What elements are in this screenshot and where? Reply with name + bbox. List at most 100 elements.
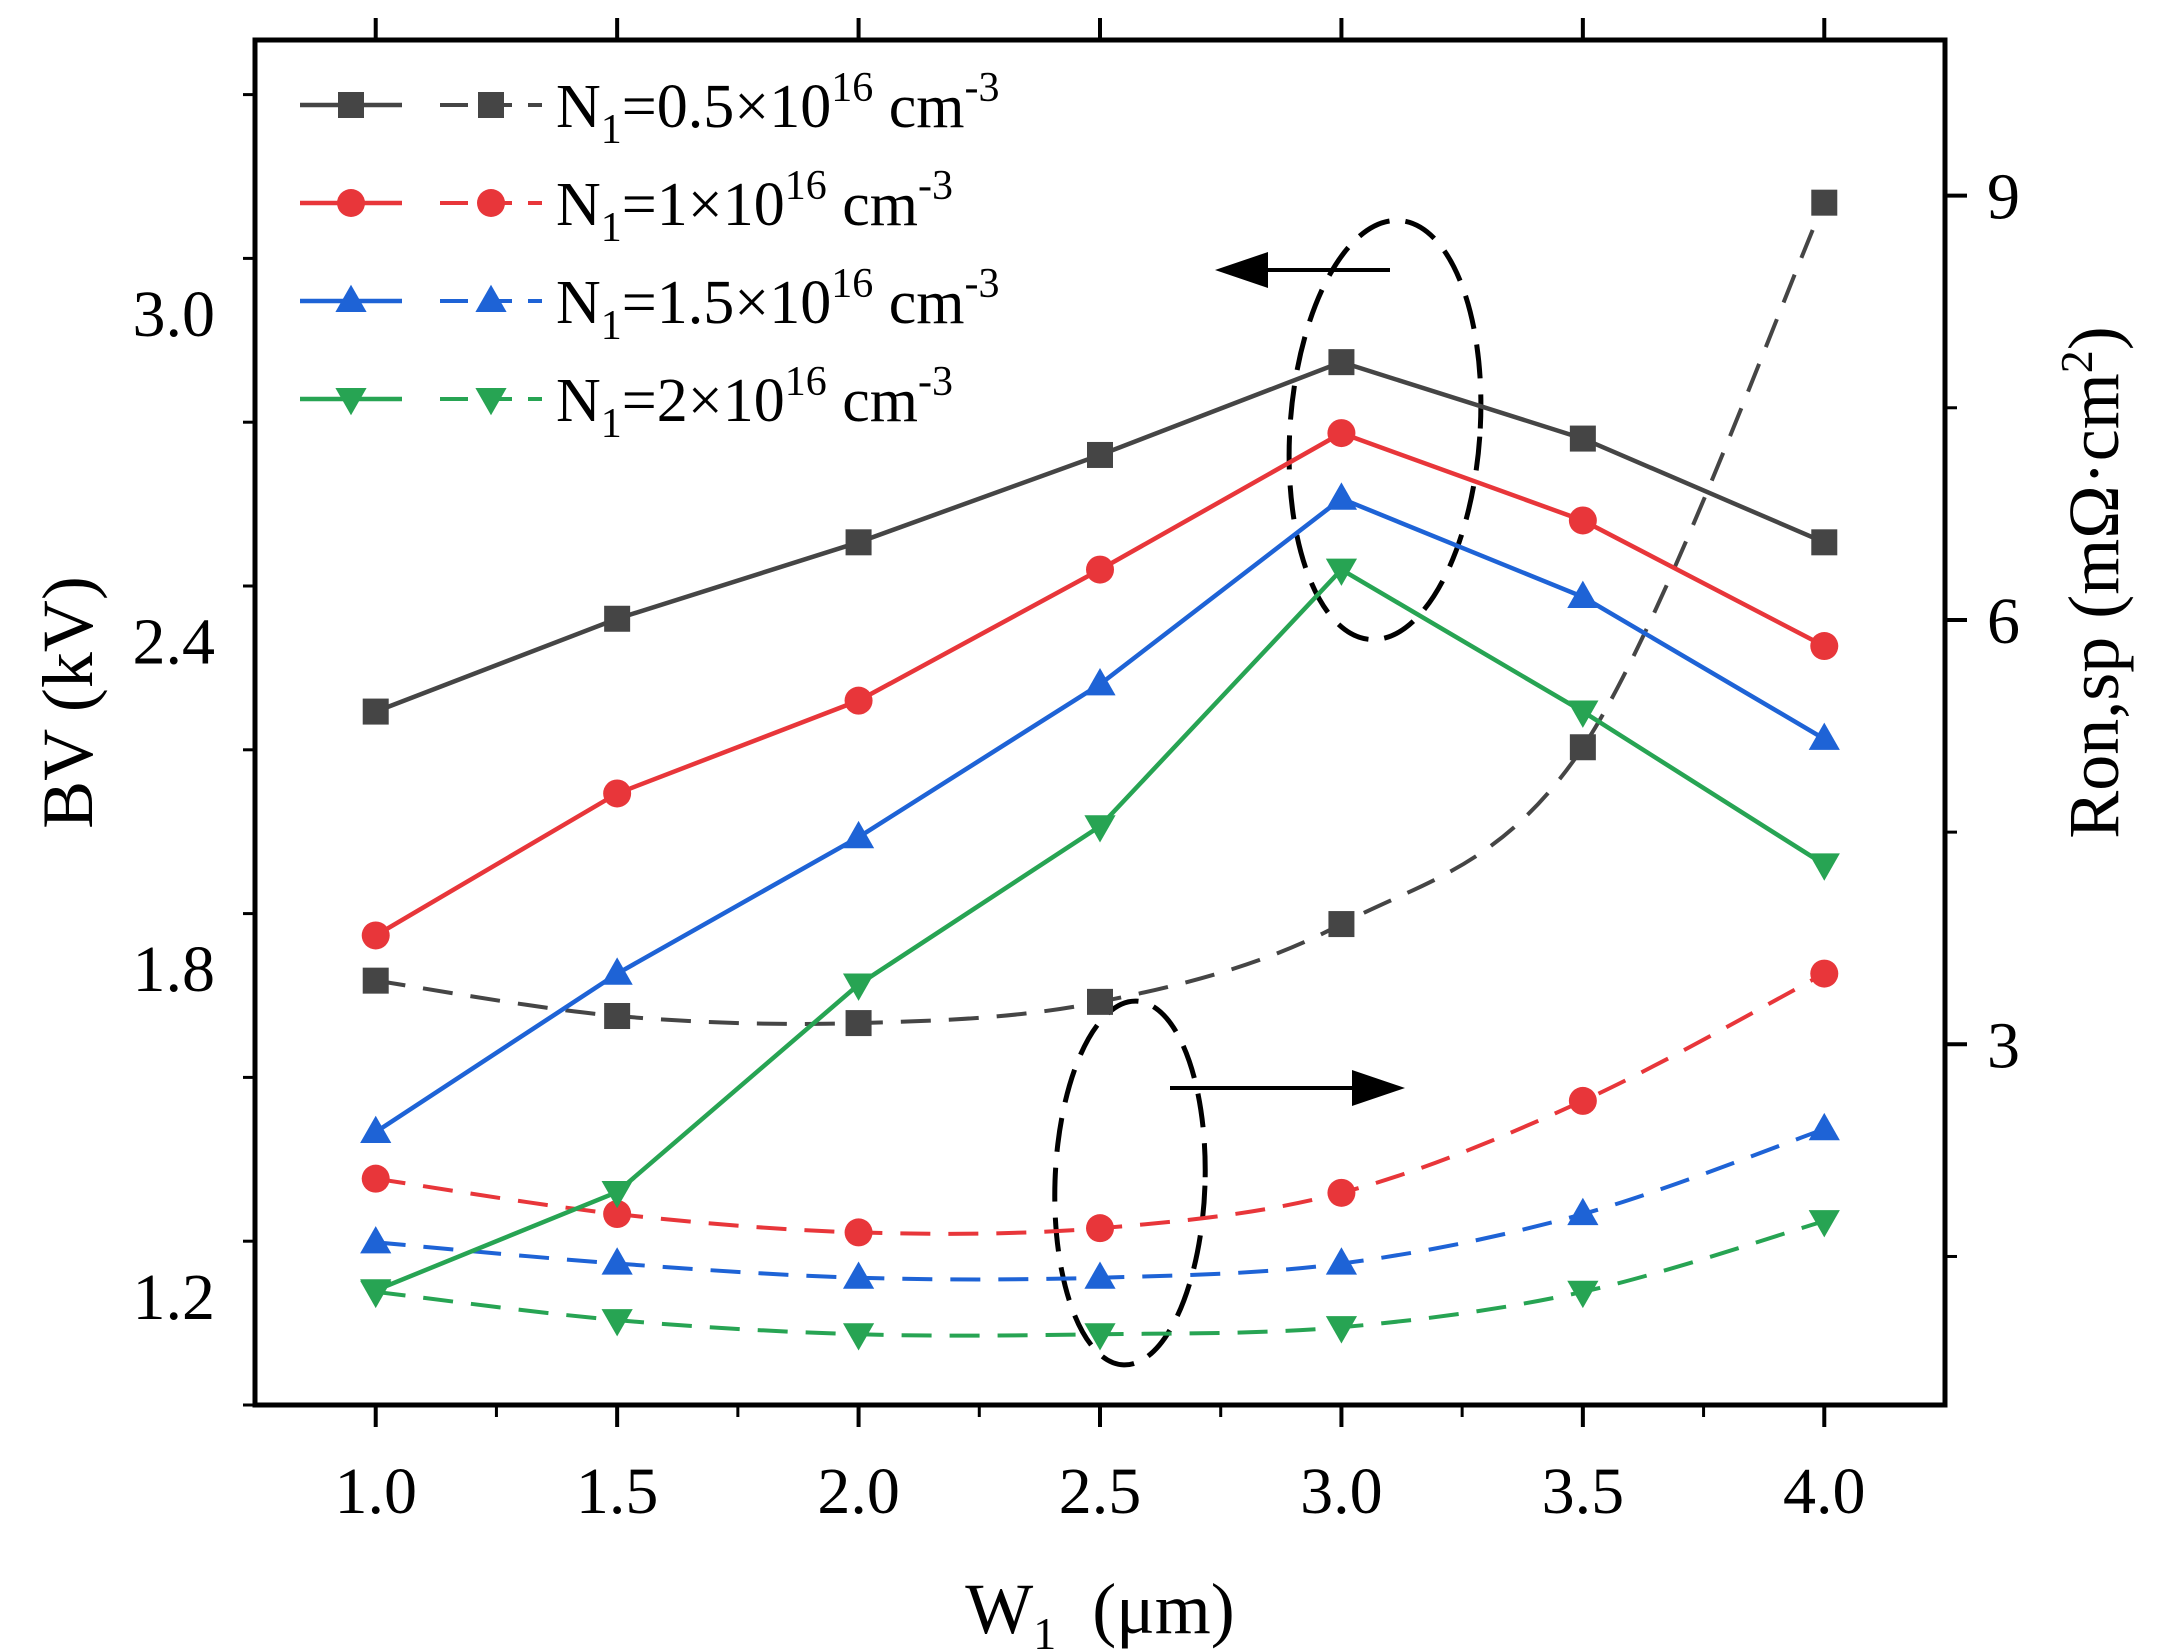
x-tick-label-4: 3.0	[1300, 1455, 1383, 1528]
legend-solid-marker	[335, 387, 367, 416]
bv-marker-s1-4	[1328, 349, 1355, 376]
ron-arrow-head	[1352, 1070, 1405, 1106]
legend-label-coef: =1.5×10	[622, 269, 831, 337]
legend-label-unit: cm	[873, 73, 964, 141]
ron-marker-s3-6	[1808, 1112, 1840, 1141]
legend-label-exp: 16	[785, 359, 827, 405]
bv-marker-s3-0	[360, 1115, 392, 1144]
ron-marker-s1-3	[1087, 988, 1113, 1015]
legend-entry-1: N1=0.5×1016 cm-3	[300, 65, 999, 153]
x-axis-title: W1 (μm)	[965, 1569, 1235, 1651]
ron-marker-s3-0	[360, 1226, 392, 1254]
legend-label-sub: 1	[601, 303, 622, 349]
ron-marker-s1-1	[604, 1003, 631, 1030]
bv-marker-s1-6	[1811, 529, 1838, 556]
legend-label-sub: 1	[601, 401, 622, 447]
bv-marker-s1-5	[1569, 425, 1596, 452]
bv-marker-s2-0	[361, 921, 390, 950]
legend-solid-marker	[337, 189, 365, 217]
legend-label-coef: =0.5×10	[622, 73, 831, 141]
right-tick-label-1: 6	[1987, 585, 2020, 658]
legend-label-prefix: N	[556, 171, 601, 239]
x-tick-label-5: 3.5	[1542, 1455, 1625, 1528]
ron-marker-s1-4	[1328, 911, 1355, 938]
legend-solid-marker	[335, 284, 367, 313]
legend-dashed-marker	[477, 189, 505, 217]
right-axis-title-close: )	[2054, 326, 2134, 350]
ron-marker-s1-0	[362, 967, 389, 994]
ron-marker-s4-3	[1084, 1323, 1116, 1351]
x-tick-label-0: 1.0	[334, 1455, 417, 1528]
right-tick-label-0: 3	[1987, 1009, 2020, 1082]
legend-label: N1=1.5×1016 cm-3	[556, 261, 999, 349]
ron-marker-s4-2	[842, 1323, 875, 1351]
ron-marker-s2-1	[603, 1200, 632, 1229]
bv-marker-s4-3	[1084, 815, 1116, 843]
bv-arrow-head	[1215, 252, 1268, 288]
x-tick-label-6: 4.0	[1783, 1455, 1866, 1528]
legend-label-unit-exp: -3	[964, 261, 999, 307]
bv-marker-s1-1	[604, 605, 631, 632]
legend-label: N1=1×1016 cm-3	[556, 163, 953, 251]
left-tick-label-1: 1.8	[133, 933, 216, 1006]
bv-marker-s1-0	[362, 698, 389, 725]
bv-marker-s4-4	[1325, 558, 1358, 586]
legend-label-exp: 16	[785, 163, 827, 209]
legend-entry-3: N1=1.5×1016 cm-3	[300, 261, 999, 349]
ron-marker-s2-2	[844, 1218, 873, 1247]
legend-label-unit: cm	[827, 367, 918, 435]
x-tick-label-1: 1.5	[576, 1455, 659, 1528]
ron-marker-s1-2	[845, 1010, 872, 1037]
ron-group-ellipse	[1052, 998, 1208, 1368]
bv-marker-s4-1	[601, 1181, 633, 1209]
legend-solid-marker	[338, 92, 364, 118]
left-tick-label-2: 2.4	[133, 606, 216, 679]
bv-marker-s3-3	[1084, 668, 1116, 696]
bv-group-ellipse	[1286, 217, 1484, 643]
right-tick-label-2: 9	[1987, 161, 2020, 234]
legend-label-coef: =2×10	[622, 367, 785, 435]
bv-marker-s3-5	[1567, 580, 1599, 608]
bv-marker-s4-5	[1567, 700, 1599, 728]
right-axis-title-sup: 2	[2051, 350, 2102, 373]
legend-label-sub: 1	[601, 205, 622, 251]
x-tick-label-2: 2.0	[817, 1455, 900, 1528]
ron-marker-s3-5	[1567, 1197, 1599, 1226]
bv-marker-s3-1	[601, 957, 633, 985]
annotations	[1052, 217, 1484, 1368]
ron-marker-s3-3	[1084, 1261, 1116, 1289]
legend-label-sub: 1	[601, 107, 622, 153]
x-axis-title-unit: (μm)	[1056, 1569, 1235, 1649]
legend-label-prefix: N	[556, 269, 601, 337]
legend-label: N1=2×1016 cm-3	[556, 359, 953, 447]
legend-entry-2: N1=1×1016 cm-3	[300, 163, 953, 251]
ron-marker-s3-1	[601, 1247, 633, 1275]
x-axis-title-sub: 1	[1033, 1608, 1056, 1651]
x-axis-title-main: W	[965, 1569, 1033, 1649]
left-axis-title: BV (kV)	[28, 576, 108, 829]
ron-marker-s2-0	[361, 1164, 390, 1193]
ron-marker-s4-1	[601, 1309, 633, 1337]
bv-marker-s3-6	[1808, 722, 1840, 750]
bv-marker-s1-2	[845, 529, 872, 556]
legend-dashed-marker	[475, 387, 507, 416]
legend-dashed-marker	[475, 284, 507, 313]
plot-frame	[252, 37, 1948, 1408]
ron-marker-s4-4	[1325, 1316, 1358, 1344]
ron-marker-s4-6	[1808, 1210, 1840, 1238]
bv-marker-s4-0	[360, 1279, 392, 1307]
legend-label-prefix: N	[556, 73, 601, 141]
bv-marker-s2-1	[603, 779, 632, 808]
ron-marker-s3-2	[842, 1261, 875, 1289]
legend-label-unit-exp: -3	[918, 163, 953, 209]
legend-label: N1=0.5×1016 cm-3	[556, 65, 999, 153]
bv-marker-s3-4	[1325, 482, 1358, 510]
right-axis-title-main: Ron,sp (mΩ·cm	[2054, 373, 2134, 838]
bv-marker-s2-5	[1568, 506, 1597, 535]
ron-marker-s2-3	[1086, 1214, 1114, 1243]
legend-entry-4: N1=2×1016 cm-3	[300, 359, 953, 447]
legend-dashed-marker	[478, 92, 504, 118]
ron-marker-s2-6	[1810, 959, 1839, 988]
